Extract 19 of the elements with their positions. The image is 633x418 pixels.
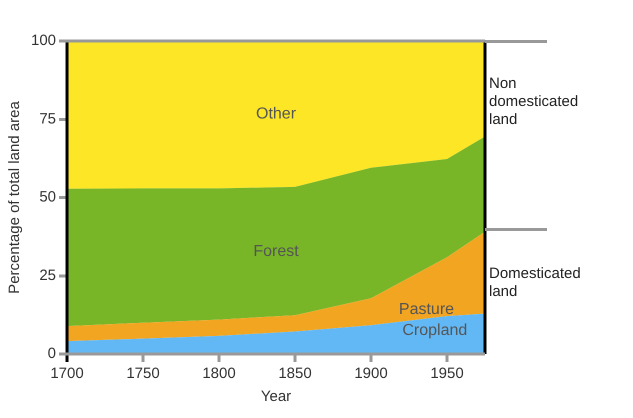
x-tick-label: 1800 bbox=[202, 365, 236, 382]
x-axis-title: Year bbox=[260, 388, 292, 406]
text: Domesticated land bbox=[489, 264, 582, 301]
y-tick-label: 25 bbox=[39, 266, 56, 284]
series-label: Forest bbox=[253, 243, 300, 260]
x-tick-label: 1900 bbox=[354, 365, 388, 382]
x-tick-label: 1750 bbox=[126, 365, 160, 382]
y-tick-label: 100 bbox=[30, 32, 56, 50]
x-tick-label: 1950 bbox=[430, 365, 464, 382]
y-tick-label: 75 bbox=[39, 110, 56, 128]
y-axis-title: Percentage of total land area bbox=[6, 100, 24, 294]
x-tick-label: 1850 bbox=[278, 365, 312, 382]
y-tick-label: 0 bbox=[48, 345, 56, 362]
y-tick-label: 50 bbox=[39, 188, 56, 206]
series-label: Pasture bbox=[398, 300, 454, 318]
x-tick-label: 1700 bbox=[50, 365, 84, 382]
text: Non domesticated land bbox=[489, 75, 580, 129]
series-label: Other bbox=[256, 106, 297, 123]
series-label: Cropland bbox=[402, 322, 468, 339]
